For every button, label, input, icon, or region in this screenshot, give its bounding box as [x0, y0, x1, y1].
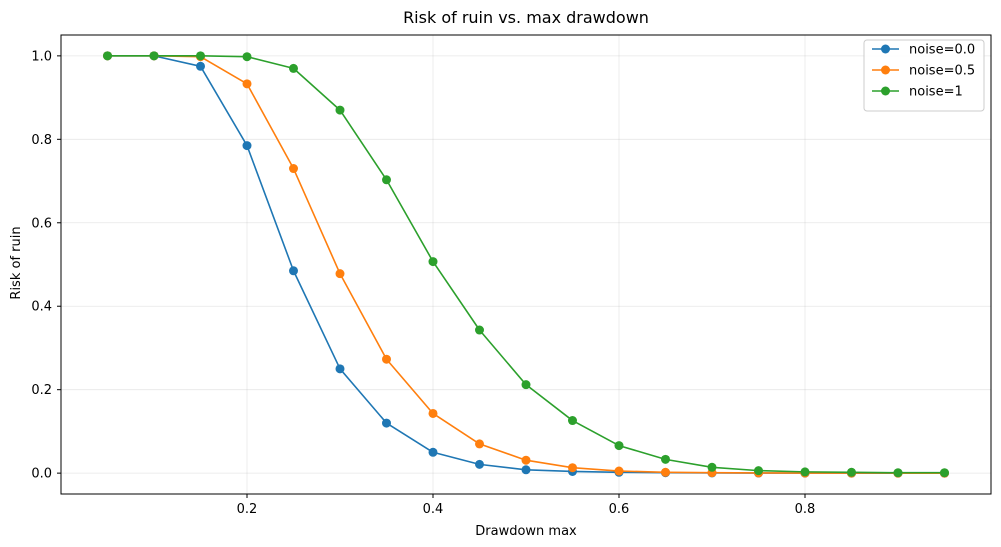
series-noise=1: [103, 51, 949, 478]
plot-area-frame: [60, 34, 992, 495]
data-point: [382, 354, 391, 364]
legend-label: noise=1: [909, 85, 963, 100]
data-point: [661, 454, 670, 464]
y-tick-label: 0.6: [31, 216, 52, 231]
series-noise=0.0: [103, 51, 949, 478]
data-point: [242, 141, 252, 151]
data-point: [196, 61, 205, 71]
legend-marker: [881, 86, 890, 96]
data-point: [707, 462, 717, 472]
x-tick-label: 0.4: [423, 502, 444, 517]
legend-label: noise=0.0: [909, 43, 975, 58]
data-point: [521, 455, 531, 465]
data-point: [847, 467, 856, 477]
data-point: [475, 439, 484, 449]
data-point: [568, 463, 577, 473]
data-point: [242, 52, 252, 62]
data-point: [475, 325, 484, 335]
legend-item: noise=1: [872, 85, 963, 100]
series-line: [107, 55, 945, 474]
data-point: [893, 468, 903, 478]
y-tick-label: 0.4: [31, 300, 52, 315]
series-layer: [103, 51, 949, 478]
data-point: [614, 466, 624, 476]
data-point: [196, 51, 205, 61]
data-point: [800, 467, 810, 477]
data-point: [382, 175, 391, 185]
legend-frame: [863, 39, 985, 112]
data-point: [428, 257, 438, 267]
data-point: [335, 269, 345, 279]
data-point: [289, 63, 298, 73]
data-point: [521, 380, 531, 390]
data-point: [614, 441, 624, 451]
data-point: [940, 468, 949, 478]
series-line: [107, 55, 945, 474]
x-tick-label: 0.6: [609, 502, 630, 517]
data-point: [475, 459, 484, 469]
data-point: [568, 416, 577, 426]
x-axis-label: Drawdown max: [475, 524, 577, 539]
y-tick-label: 0.0: [31, 467, 52, 482]
data-point: [428, 447, 438, 457]
grid-layer: [61, 35, 991, 494]
data-point: [661, 467, 670, 477]
tick-layer: 0.2 0.4 0.6 0.8 0.0 0.2 0.4 0.6 0.8 1.0: [31, 49, 815, 517]
data-point: [428, 408, 438, 418]
data-point: [754, 466, 763, 476]
y-tick-label: 0.8: [31, 133, 52, 148]
legend-marker: [881, 44, 890, 54]
x-tick-label: 0.2: [237, 502, 258, 517]
data-point: [335, 105, 345, 115]
x-tick-label: 0.8: [795, 502, 816, 517]
y-tick-label: 0.2: [31, 383, 52, 398]
data-point: [149, 51, 159, 61]
data-point: [289, 266, 298, 276]
chart-title: Risk of ruin vs. max drawdown: [403, 8, 649, 27]
data-point: [382, 418, 391, 428]
legend-item: noise=0.0: [872, 43, 975, 58]
legend-item: noise=0.5: [872, 64, 975, 79]
y-tick-label: 1.0: [31, 49, 52, 64]
data-point: [335, 364, 345, 374]
series-line: [107, 55, 945, 474]
legend-marker: [881, 65, 890, 75]
y-axis-label: Risk of ruin: [9, 226, 24, 299]
legend: noise=0.0 noise=0.5 noise=1: [863, 39, 985, 112]
data-point: [521, 465, 531, 475]
data-point: [289, 164, 298, 174]
data-point: [242, 79, 252, 89]
legend-label: noise=0.5: [909, 64, 975, 79]
data-point: [103, 51, 112, 61]
